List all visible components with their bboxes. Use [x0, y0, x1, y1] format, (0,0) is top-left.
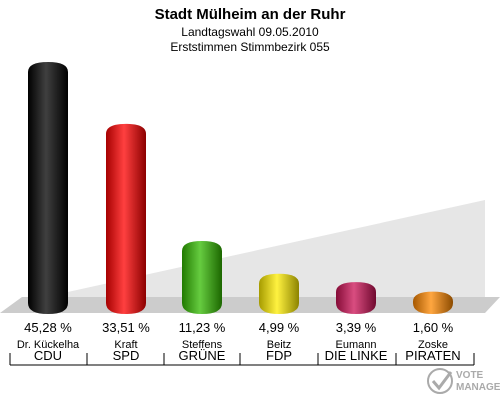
chart-shadow — [45, 200, 485, 297]
party-label: FDP — [266, 348, 292, 363]
value-label: 33,51 % — [102, 320, 150, 335]
bar-spd — [106, 123, 146, 314]
bar-fdp — [259, 273, 299, 314]
votemanager-logo: VOTE MANAGER — [427, 368, 500, 394]
value-label: 45,28 % — [24, 320, 72, 335]
value-label: 11,23 % — [179, 320, 226, 335]
chart-subtitle-district: Erststimmen Stimmbezirk 055 — [170, 40, 330, 54]
party-label: CDU — [34, 348, 62, 363]
candidate-label: Dr. Kückelha — [17, 339, 80, 351]
watermark-line2: MANAGER — [456, 382, 500, 393]
candidate-label: Steffens — [182, 339, 223, 351]
watermark-line1: VOTE — [456, 370, 484, 381]
candidate-label: Kraft — [114, 339, 137, 351]
party-label: GRÜNE — [179, 348, 226, 363]
party-label: DIE LINKE — [325, 348, 388, 363]
checkmark-icon — [427, 368, 453, 394]
bar-gr-ne — [182, 240, 222, 314]
candidate-label: Zoske — [418, 339, 448, 351]
chart-title: Stadt Mülheim an der Ruhr — [155, 6, 346, 23]
party-label: PIRATEN — [405, 348, 460, 363]
value-label: 4,99 % — [259, 320, 300, 335]
chart-subtitle-election: Landtagswahl 09.05.2010 — [181, 25, 319, 39]
party-label: SPD — [113, 348, 140, 363]
bar-piraten — [413, 291, 453, 314]
bar-cdu — [28, 62, 68, 314]
value-label: 1,60 % — [413, 320, 454, 335]
value-label: 3,39 % — [336, 320, 377, 335]
candidate-label: Beitz — [267, 339, 291, 351]
candidate-label: Eumann — [336, 339, 377, 351]
bar-die-linke — [336, 282, 376, 314]
